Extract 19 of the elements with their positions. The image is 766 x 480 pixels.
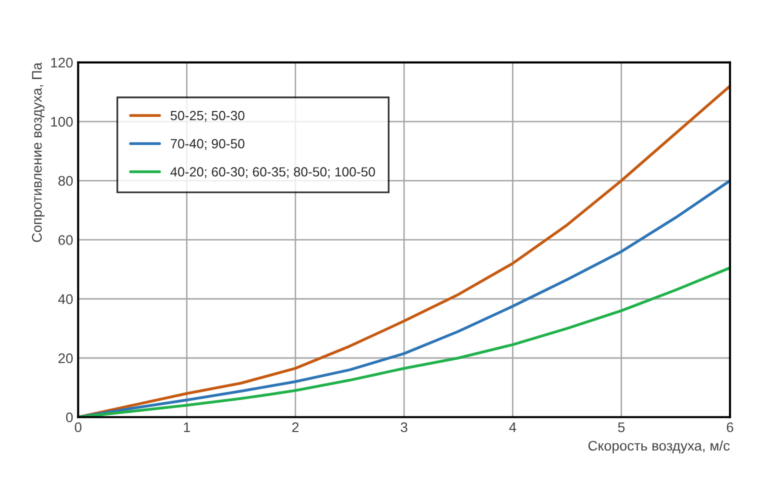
y-tick-label: 80 xyxy=(58,176,73,186)
y-tick-label: 120 xyxy=(51,58,73,68)
y-tick-label: 100 xyxy=(51,116,73,127)
legend-label: 50-25; 50-30 xyxy=(170,110,244,122)
y-tick-label: 60 xyxy=(58,235,73,245)
x-axis-title: Скорость воздуха, м/с xyxy=(588,440,730,454)
x-tick-label: 2 xyxy=(292,422,299,432)
x-tick-label: 6 xyxy=(726,422,734,432)
x-tick-label: 5 xyxy=(618,422,625,432)
x-tick-label: 4 xyxy=(509,422,516,432)
legend-label: 70-40; 90-50 xyxy=(170,139,244,150)
y-tick-label: 20 xyxy=(58,353,73,364)
y-tick-label: 40 xyxy=(58,294,73,304)
x-tick-label: 0 xyxy=(74,422,82,432)
x-tick-label: 1 xyxy=(184,422,190,432)
y-axis-title: Сопротивление воздуха, Па xyxy=(32,62,45,242)
x-tick-label: 3 xyxy=(400,422,408,432)
y-tick-label: 0 xyxy=(66,412,73,422)
legend-label: 40-20; 60-30; 60-35; 80-50; 100-50 xyxy=(170,167,375,178)
